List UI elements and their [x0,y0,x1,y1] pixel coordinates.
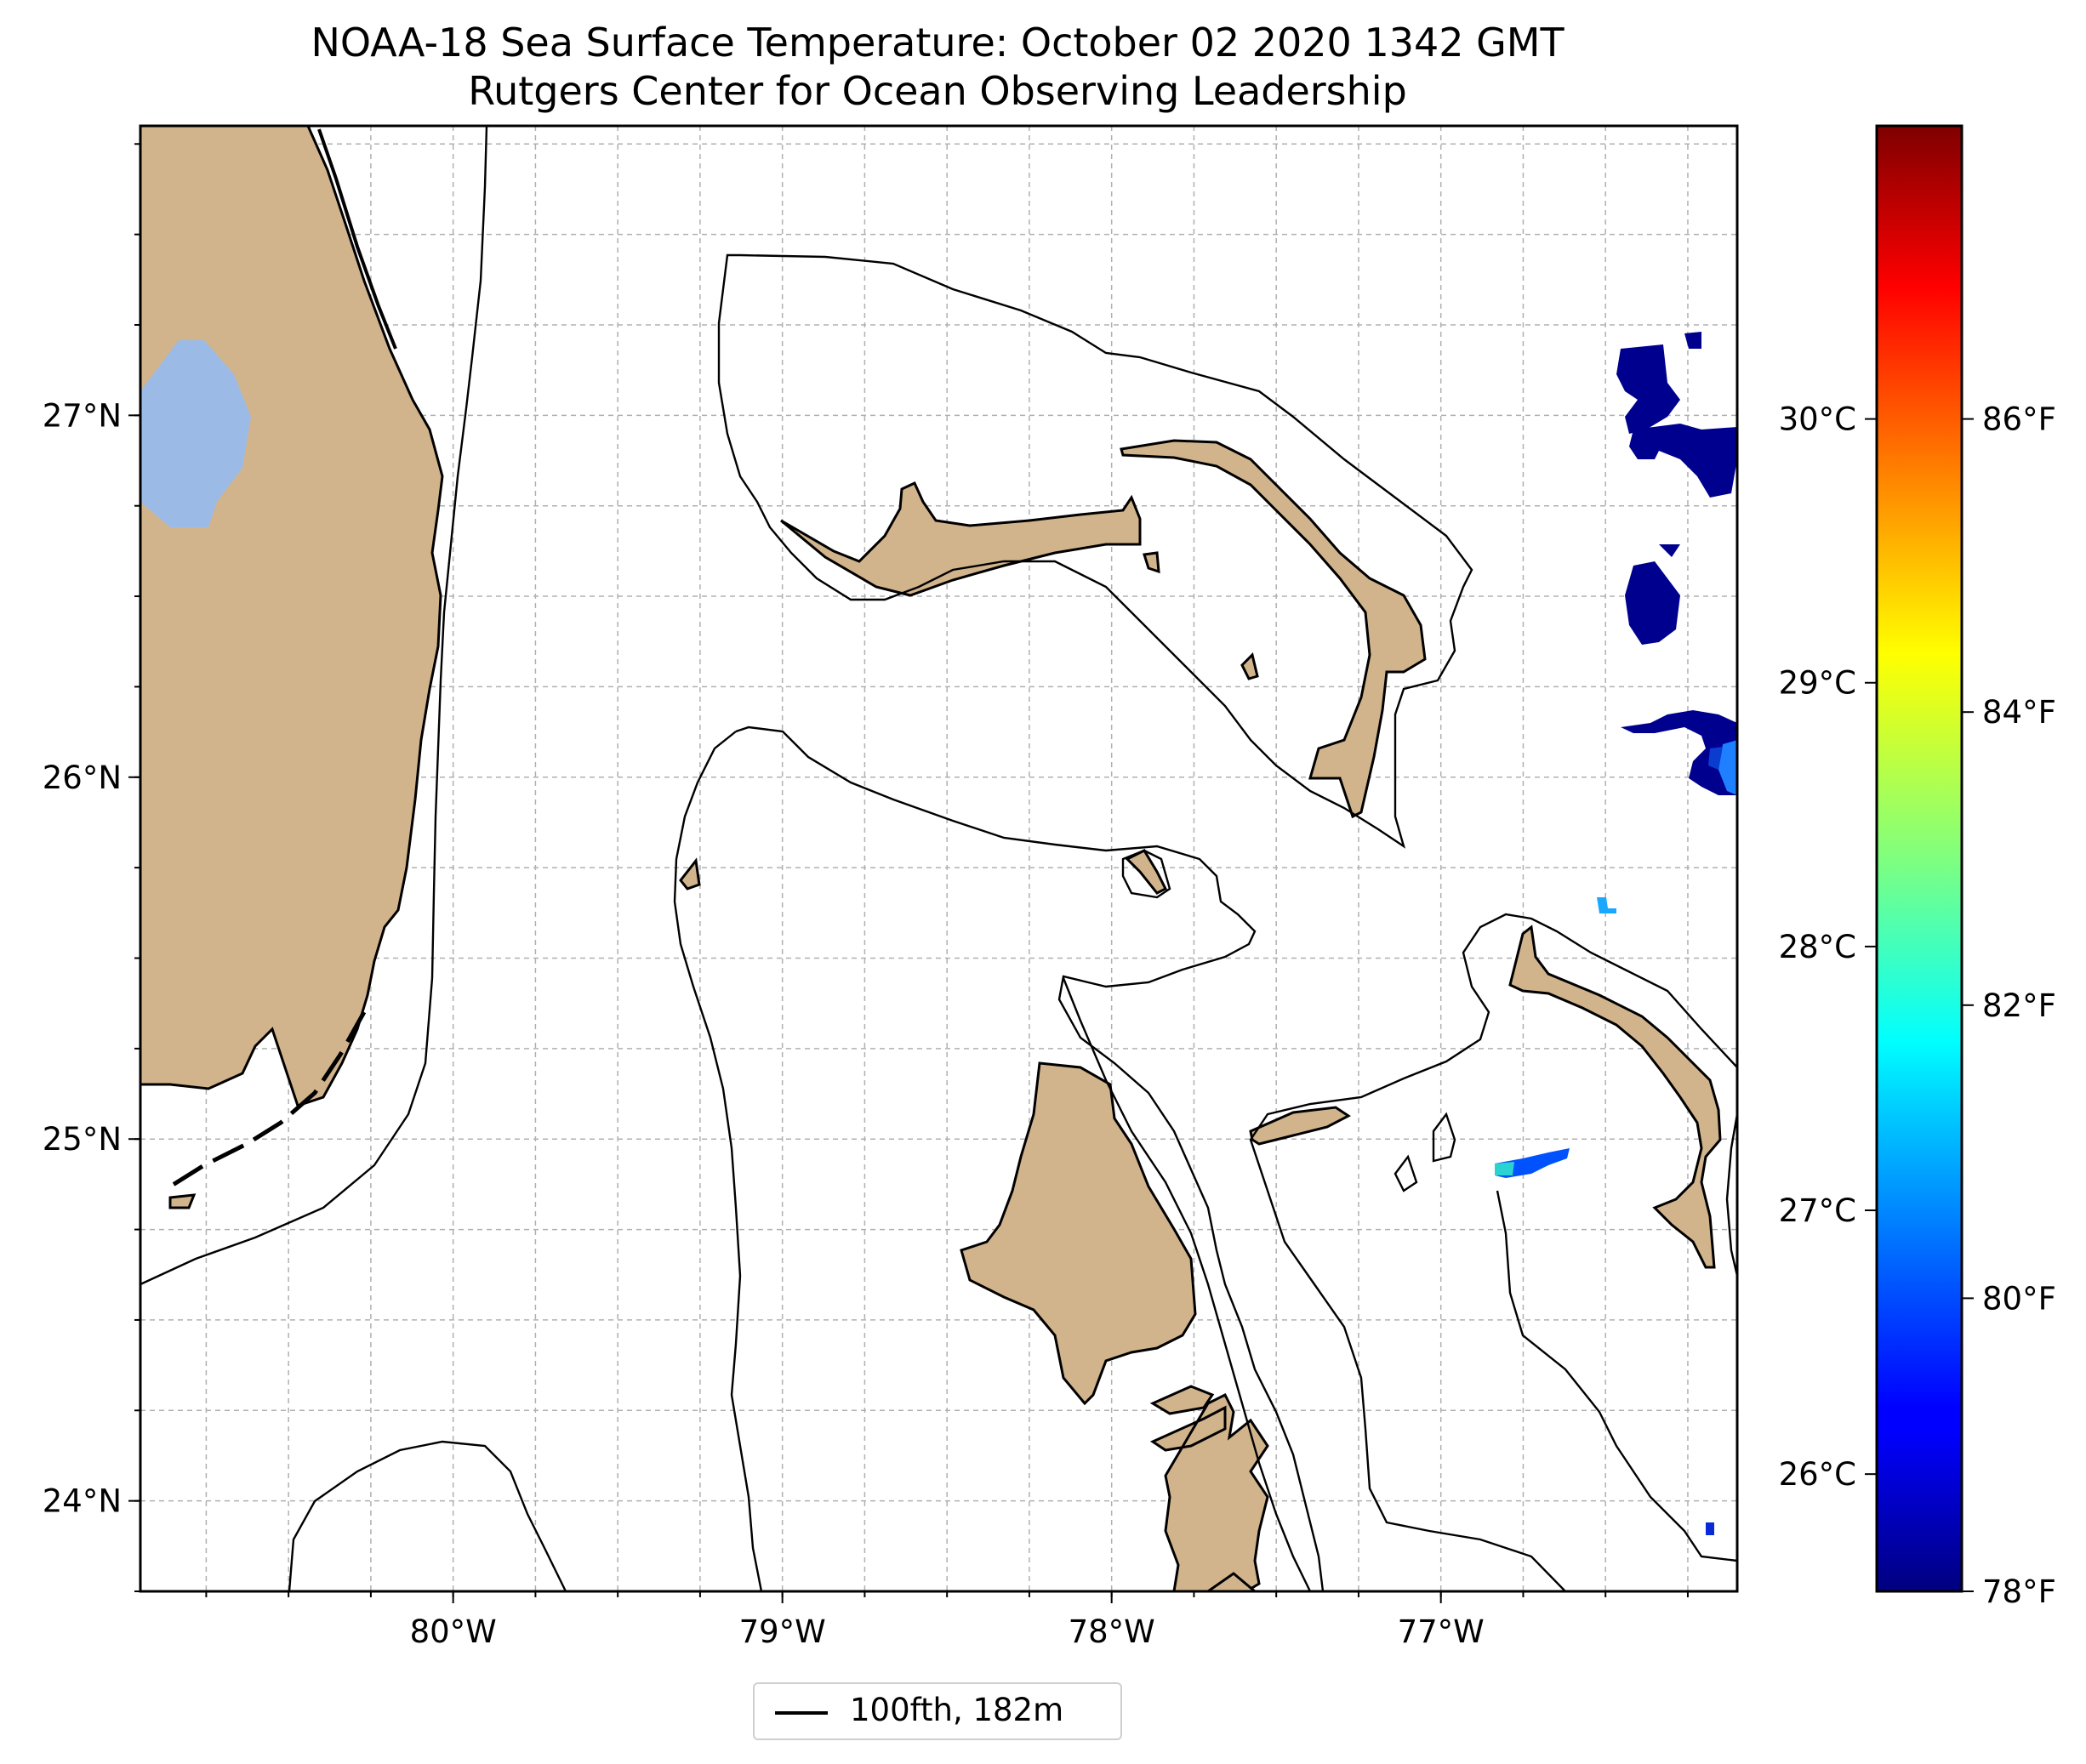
andros-south-tip [1205,1572,1257,1591]
title-line-2: Rutgers Center for Ocean Observing Leade… [468,68,1407,114]
isobath-small-bank-2 [1394,1154,1418,1192]
isobath-andros-loop [1121,849,1171,899]
sst-patch-central-cool [1495,1162,1514,1175]
sst-patch-middle [1625,544,1680,645]
isobath-cay-sal [288,1440,567,1591]
sst-patch-east-edge [1708,747,1723,770]
lake-okeechobee [140,340,251,527]
lon-tick-label: 77°W [1398,1613,1485,1650]
sst-patch-east-warm [1718,740,1737,795]
lon-tick-label: 79°W [739,1613,826,1650]
bimini-islands [679,857,701,891]
sst-patch-central [1495,1148,1570,1178]
grand-bahama-cay [1143,551,1160,574]
isobath-contours [140,126,1737,1591]
sst-patch-south [1706,1522,1714,1535]
isobath-little-bahama-bank [717,253,1473,849]
great-abaco-island [1120,439,1427,819]
map-legend: 100fth, 182m [753,1682,1122,1740]
lat-tick-label: 26°N [43,760,122,796]
latitude-ticks: 27°N 26°N 25°N 24°N [43,143,140,1592]
isobath-florida-shelf [140,126,488,1286]
isobath-tongue-of-ocean [1062,977,1312,1591]
florida-keys-west [168,1193,197,1209]
isobath-eleuthera-west [1496,1190,1737,1562]
sst-data-pixels [1495,332,1737,1535]
isobath-great-bahama-bank [735,726,1325,1591]
andros-island [960,1061,1197,1406]
new-providence-island [1249,1106,1351,1146]
sst-patch-north [1616,332,1737,498]
title-line-1: NOAA-18 Sea Surface Temperature: October… [311,20,1564,65]
map-frame [139,124,1739,1593]
isobath-eleuthera-east [1725,1113,1737,1277]
sst-patch-small [1597,897,1616,913]
longitude-ticks: 80°W 79°W 78°W 77°W [205,1591,1689,1650]
florida-keys [168,1010,367,1189]
legend-label: 100fth, 182m [850,1692,1064,1728]
isobath-west-bank [673,731,763,1591]
isobath-exuma-sound [1249,913,1737,1591]
map-title: NOAA-18 Sea Surface Temperature: October… [139,19,1736,116]
grand-bahama-island [780,481,1142,597]
florida-barrier-island [317,128,397,350]
isobath-small-bank-1 [1432,1112,1456,1163]
lat-tick-label: 25°N [43,1121,122,1158]
sst-patch-east [1621,710,1737,795]
lat-tick-label: 27°N [43,397,122,434]
lat-tick-label: 24°N [43,1483,122,1520]
abaco-cay [1240,652,1259,680]
lon-tick-label: 80°W [410,1613,497,1650]
eleuthera-island [1508,925,1722,1269]
andros-south [1149,1385,1269,1591]
legend-line-swatch [775,1711,828,1715]
lon-tick-label: 78°W [1069,1613,1155,1650]
